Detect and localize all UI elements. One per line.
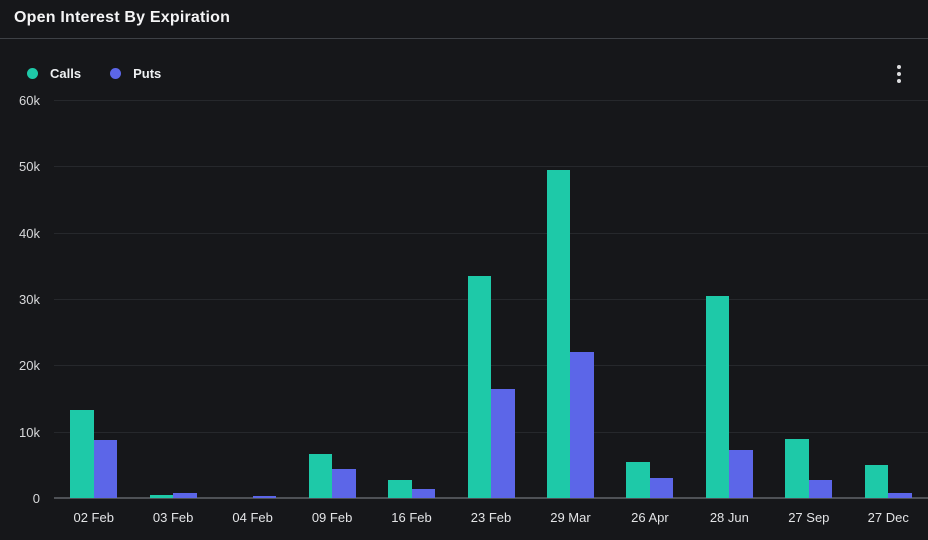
gridline xyxy=(54,166,928,168)
bar-puts-27-sep[interactable] xyxy=(808,480,833,498)
bar-calls-02-feb[interactable] xyxy=(70,410,94,498)
y-axis-tick-label: 50k xyxy=(19,159,40,175)
bar-puts-03-feb[interactable] xyxy=(173,493,197,498)
x-axis-tick-label: 28 Jun xyxy=(709,510,749,525)
panel-header: Open Interest By Expiration xyxy=(0,0,928,38)
x-axis-tick-label: 27 Dec xyxy=(867,510,909,525)
y-axis-tick-label: 0 xyxy=(32,491,40,506)
bar-calls-26-apr[interactable] xyxy=(626,462,650,498)
bar-calls-29-mar[interactable] xyxy=(546,169,571,498)
bar-puts-02-feb[interactable] xyxy=(93,439,118,498)
kebab-menu-icon xyxy=(897,65,901,69)
y-axis-tick-label: 40k xyxy=(19,225,40,241)
calls-swatch-icon xyxy=(27,67,38,79)
x-axis-tick-label: 27 Sep xyxy=(788,510,830,525)
bar-calls-09-feb[interactable] xyxy=(308,454,333,498)
bar-calls-27-sep[interactable] xyxy=(785,438,809,498)
x-axis-tick-label: 03 Feb xyxy=(152,510,194,525)
bar-puts-16-feb[interactable] xyxy=(411,488,436,498)
y-axis-tick-label: 20k xyxy=(19,358,40,374)
bar-puts-23-feb[interactable] xyxy=(491,389,515,498)
bar-puts-26-apr[interactable] xyxy=(649,478,674,498)
gridline xyxy=(54,232,928,234)
gridline xyxy=(54,100,928,101)
bar-calls-03-feb[interactable] xyxy=(149,495,174,498)
puts-swatch-icon xyxy=(110,67,122,79)
x-axis-tick-label: 02 Feb xyxy=(73,510,114,525)
bar-calls-28-jun[interactable] xyxy=(705,296,730,498)
chart-legend: Calls Puts xyxy=(27,62,161,84)
gridline xyxy=(54,299,928,300)
chart-options-button[interactable] xyxy=(886,60,912,88)
x-axis-tick-label: 16 Feb xyxy=(391,510,432,525)
legend-item-puts[interactable]: Puts xyxy=(110,66,161,81)
y-axis-tick-label: 30k xyxy=(19,292,40,307)
legend-label-calls: Calls xyxy=(50,65,82,81)
bar-puts-28-jun[interactable] xyxy=(729,449,753,498)
bar-calls-27-dec[interactable] xyxy=(864,464,889,498)
y-axis-tick-label: 10k xyxy=(19,424,40,440)
x-axis-line xyxy=(54,497,928,499)
bar-puts-09-feb[interactable] xyxy=(332,469,356,498)
bar-puts-04-feb[interactable] xyxy=(252,495,277,498)
x-axis-tick-label: 26 Apr xyxy=(631,510,669,525)
x-axis-tick-label: 23 Feb xyxy=(470,510,512,525)
gridline xyxy=(54,365,928,367)
bar-calls-16-feb[interactable] xyxy=(388,480,412,498)
kebab-menu-icon xyxy=(897,72,901,76)
x-axis-tick-label: 09 Feb xyxy=(311,510,353,525)
legend-label-puts: Puts xyxy=(133,65,162,81)
bar-calls-23-feb[interactable] xyxy=(467,275,491,498)
x-axis-tick-label: 04 Feb xyxy=(232,510,273,525)
header-divider xyxy=(0,38,928,39)
bar-puts-29-mar[interactable] xyxy=(570,352,594,498)
legend-item-calls[interactable]: Calls xyxy=(27,66,81,81)
bar-puts-27-dec[interactable] xyxy=(888,493,912,498)
panel-title: Open Interest By Expiration xyxy=(14,9,231,26)
y-axis-tick-label: 60k xyxy=(19,93,40,108)
kebab-menu-icon xyxy=(897,79,901,83)
x-axis-tick-label: 29 Mar xyxy=(550,510,591,525)
